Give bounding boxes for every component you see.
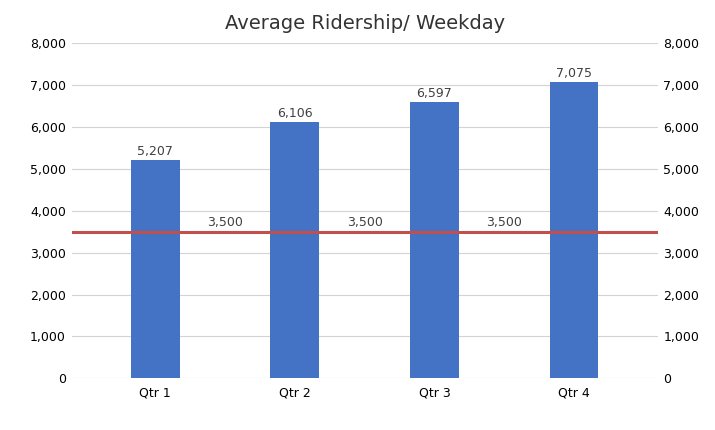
Bar — [131, 160, 179, 378]
Text: 3,500: 3,500 — [486, 216, 522, 229]
Text: 3,500: 3,500 — [347, 216, 383, 229]
Bar — [270, 123, 320, 378]
Text: 5,207: 5,207 — [137, 145, 173, 158]
Text: 3,500: 3,500 — [207, 216, 243, 229]
Text: 6,106: 6,106 — [277, 108, 312, 120]
Bar — [550, 82, 598, 378]
Title: Average Ridership/ Weekday: Average Ridership/ Weekday — [225, 14, 505, 33]
Bar — [410, 102, 459, 378]
Text: 6,597: 6,597 — [417, 87, 453, 100]
Text: 7,075: 7,075 — [556, 67, 592, 80]
